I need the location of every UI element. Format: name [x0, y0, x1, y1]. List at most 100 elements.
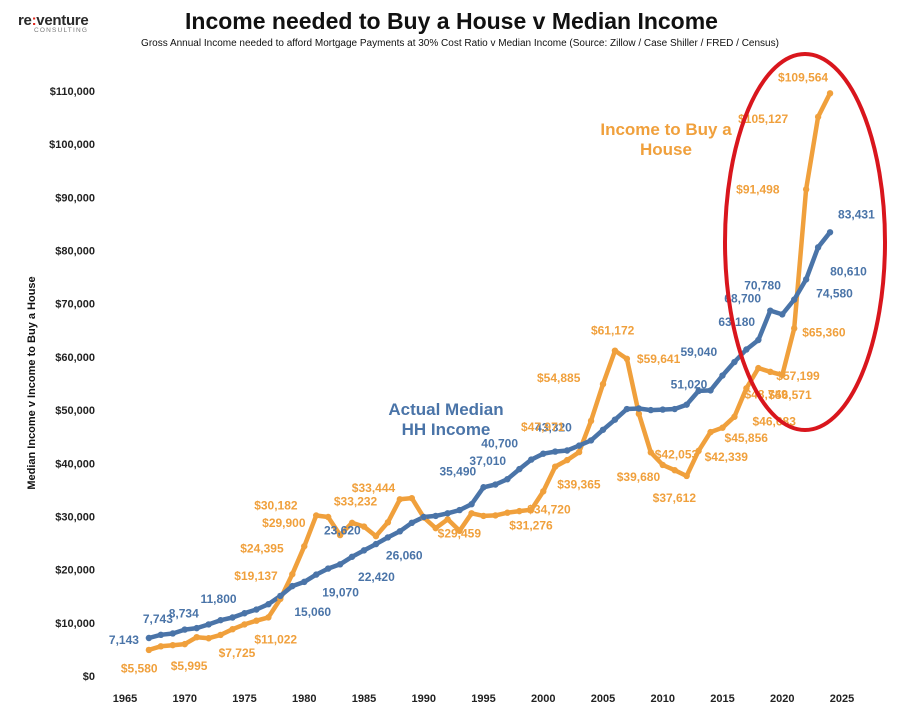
- income-to-buy-point: [432, 524, 439, 532]
- income-to-buy-point: [731, 413, 738, 420]
- median-income-point: [408, 519, 415, 527]
- data-label: 7,743: [143, 612, 173, 626]
- median-income-point: [683, 401, 690, 408]
- y-tick-label: $50,000: [55, 405, 95, 417]
- median-income-point: [205, 621, 212, 628]
- median-income-line: [146, 230, 833, 641]
- income-to-buy-point: [743, 385, 750, 392]
- income-to-buy-point: [540, 488, 547, 495]
- x-tick-label: 2020: [770, 693, 794, 705]
- median-income-point: [707, 387, 714, 394]
- income-to-buy-point: [659, 461, 666, 469]
- data-label: $30,182: [254, 498, 298, 512]
- x-tick-label: 1985: [352, 693, 376, 705]
- median-income-point: [396, 528, 404, 535]
- y-axis-ticks: $0 $10,000 $20,000 $30,000 $40,000 $50,000 $60…: [49, 86, 95, 683]
- data-label: $5,580: [121, 661, 158, 675]
- data-label: $33,232: [334, 494, 378, 508]
- x-tick-label: 2025: [830, 693, 854, 705]
- data-label: 23,620: [324, 523, 361, 537]
- data-label: $29,459: [438, 526, 482, 540]
- median-income-point: [456, 506, 463, 514]
- median-income-point: [193, 624, 200, 632]
- data-label: $7,725: [219, 646, 256, 660]
- median-income-point: [241, 610, 248, 617]
- x-tick-label: 1995: [471, 693, 495, 705]
- income-to-buy-point: [193, 633, 200, 641]
- logo-brand: re:venture: [18, 12, 89, 29]
- income-to-buy-point: [360, 523, 368, 530]
- median-income-point: [779, 311, 786, 318]
- income-to-buy-point: [145, 646, 153, 654]
- data-label: 70,780: [744, 279, 781, 293]
- median-income-point: [695, 387, 702, 395]
- median-income-point: [647, 406, 654, 414]
- data-label: $11,022: [254, 632, 297, 646]
- income-to-buy-point: [169, 641, 176, 649]
- income-to-buy-point: [492, 512, 499, 519]
- data-label: $42,053: [655, 447, 699, 461]
- median-income-point: [731, 358, 738, 366]
- income-to-buy-point: [767, 368, 774, 376]
- data-label: $34,720: [527, 502, 571, 516]
- y-tick-label: $70,000: [55, 299, 95, 311]
- income-to-buy-point: [611, 347, 619, 354]
- median-income-point: [743, 346, 750, 353]
- data-label: 83,431: [838, 207, 875, 221]
- median-income-point: [802, 276, 810, 283]
- income-to-buy-point: [468, 510, 475, 517]
- income-to-buy-point: [683, 472, 690, 480]
- income-to-buy-point: [504, 509, 511, 516]
- income-to-buy-point: [157, 643, 165, 650]
- data-label: 43,320: [535, 421, 572, 435]
- data-label: $37,612: [653, 491, 697, 505]
- y-tick-label: $20,000: [55, 565, 95, 577]
- chart-title: Income needed to Buy a House v Median In…: [185, 8, 718, 34]
- income-to-buy-point: [719, 424, 726, 431]
- income-to-buy-point: [516, 507, 523, 515]
- y-tick-label: $0: [83, 671, 95, 683]
- y-tick-label: $100,000: [49, 139, 95, 151]
- median-income-point: [671, 405, 678, 413]
- median-income-point: [719, 372, 726, 379]
- x-axis-ticks: 1965 1970 1975 1980 1985 1990 1995 2000 2005 2010…: [113, 693, 854, 705]
- median-income-point: [468, 501, 475, 508]
- income-to-buy-point: [241, 621, 248, 628]
- data-label: $5,995: [171, 659, 208, 673]
- data-label: 37,010: [469, 454, 506, 468]
- income-to-buy-point: [599, 380, 607, 388]
- income-to-buy-point: [181, 640, 188, 648]
- median-income-point: [277, 592, 284, 600]
- median-income-point: [181, 626, 188, 633]
- median-income-point: [372, 540, 380, 548]
- data-label: $19,137: [234, 569, 278, 583]
- income-to-buy-point: [552, 463, 559, 470]
- median-income-point: [360, 547, 368, 554]
- median-income-point: [791, 296, 798, 303]
- median-income-point: [229, 614, 236, 621]
- income-to-buy-point: [229, 626, 236, 633]
- data-label: $91,498: [736, 182, 780, 196]
- data-label: $54,885: [537, 371, 581, 385]
- data-label: 7,143: [109, 633, 139, 647]
- income-to-buy-point: [755, 364, 762, 372]
- median-income-point: [767, 307, 774, 314]
- x-tick-label: 2015: [710, 693, 734, 705]
- x-tick-label: 1990: [412, 693, 436, 705]
- highlight-ellipse: [723, 52, 887, 432]
- x-tick-label: 1980: [292, 693, 316, 705]
- income-to-buy-annotation: House: [640, 140, 692, 159]
- median-income-point: [348, 553, 356, 560]
- x-tick-label: 2010: [651, 693, 675, 705]
- income-to-buy-point: [826, 90, 834, 97]
- y-tick-label: $110,000: [50, 86, 95, 98]
- income-to-buy-point: [528, 506, 535, 513]
- income-to-buy-point: [348, 519, 356, 527]
- data-label: $42,339: [705, 450, 749, 464]
- median-income-point: [432, 512, 439, 520]
- median-income-point: [599, 426, 607, 433]
- chart-subtitle: Gross Annual Income needed to afford Mor…: [141, 38, 779, 49]
- median-income-point: [480, 484, 487, 491]
